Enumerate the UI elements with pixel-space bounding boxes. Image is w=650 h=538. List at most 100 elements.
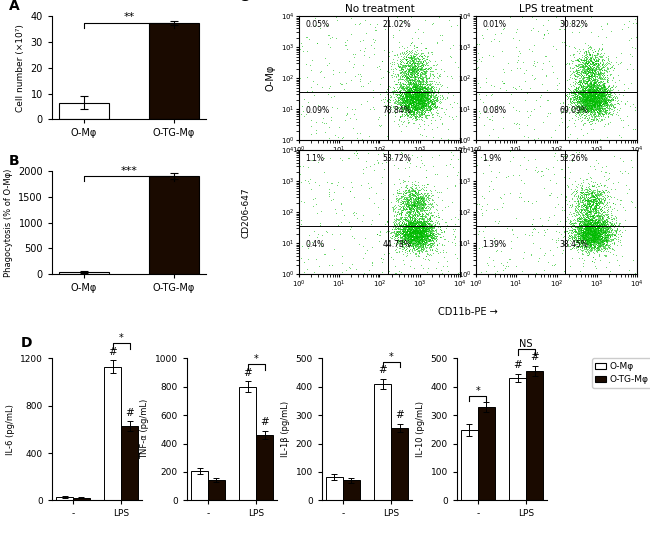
Point xyxy=(396,227,407,236)
Point xyxy=(393,61,404,70)
Point xyxy=(408,214,419,222)
Point xyxy=(573,200,584,209)
Point xyxy=(591,230,601,238)
Point xyxy=(591,203,601,212)
Point xyxy=(402,68,413,77)
Point xyxy=(586,88,596,97)
Point xyxy=(402,93,413,102)
Point xyxy=(584,225,594,233)
Point xyxy=(409,108,419,117)
Point xyxy=(350,147,361,155)
Point xyxy=(424,256,434,265)
Point xyxy=(584,208,595,216)
Point xyxy=(411,221,422,230)
Point xyxy=(412,107,423,116)
Point xyxy=(599,69,609,77)
Point xyxy=(402,230,412,238)
Point xyxy=(417,76,428,85)
Point xyxy=(413,95,423,103)
Point xyxy=(590,222,601,230)
Point xyxy=(405,97,415,106)
Point xyxy=(406,231,416,240)
Point xyxy=(573,103,583,111)
Point xyxy=(567,97,578,106)
Point xyxy=(401,225,411,233)
Point xyxy=(588,236,599,245)
Point xyxy=(427,100,437,108)
Point xyxy=(579,90,590,99)
Point xyxy=(595,194,605,203)
Point xyxy=(588,91,598,100)
Point xyxy=(434,77,444,86)
Point xyxy=(605,232,616,240)
Point xyxy=(409,87,419,95)
Point xyxy=(411,61,422,70)
Point xyxy=(608,238,619,247)
Point xyxy=(407,225,417,233)
Point xyxy=(586,92,597,101)
Point xyxy=(586,115,597,123)
Point xyxy=(583,107,593,115)
Point xyxy=(571,84,582,93)
Point xyxy=(587,73,597,82)
Point xyxy=(580,215,591,223)
Point xyxy=(408,93,419,101)
Point xyxy=(410,198,421,207)
Point xyxy=(599,233,609,242)
Point xyxy=(426,104,436,113)
Point xyxy=(408,80,419,89)
Point xyxy=(589,86,599,95)
Point xyxy=(592,221,602,230)
Point xyxy=(390,222,400,231)
Point xyxy=(415,109,426,117)
Point xyxy=(523,113,534,122)
Point xyxy=(595,231,605,240)
Point xyxy=(593,232,604,240)
Point xyxy=(595,232,605,240)
Point xyxy=(424,226,435,235)
Point xyxy=(412,226,423,235)
Point xyxy=(584,226,595,235)
Point xyxy=(583,226,593,235)
Point xyxy=(586,244,596,252)
Point xyxy=(585,242,595,250)
Point xyxy=(589,110,599,119)
Point xyxy=(584,187,594,196)
Point xyxy=(571,95,581,104)
Point xyxy=(411,217,422,225)
Point xyxy=(411,106,421,115)
Point xyxy=(590,195,601,203)
Point xyxy=(594,68,604,77)
Point xyxy=(604,91,614,100)
Point xyxy=(408,217,419,226)
Point xyxy=(405,227,415,236)
Point xyxy=(576,226,586,235)
Point xyxy=(545,109,556,118)
Point xyxy=(576,93,586,101)
Point xyxy=(403,232,413,241)
Point xyxy=(417,99,427,108)
Point xyxy=(400,228,410,236)
Point xyxy=(418,105,428,114)
Point xyxy=(406,91,417,100)
Point xyxy=(588,206,598,214)
Point xyxy=(422,90,433,99)
Point xyxy=(590,83,600,91)
Point xyxy=(419,223,429,231)
Point xyxy=(417,84,427,93)
Point xyxy=(604,237,614,245)
Point xyxy=(585,234,595,243)
Point xyxy=(585,93,595,102)
Point xyxy=(578,233,589,242)
Point xyxy=(419,94,430,102)
Point xyxy=(409,107,419,115)
Point xyxy=(415,91,426,100)
Point xyxy=(579,234,590,243)
Point xyxy=(401,101,411,110)
Point xyxy=(397,88,408,97)
Point xyxy=(583,225,593,233)
Point xyxy=(411,65,421,74)
Point xyxy=(414,89,424,98)
Point xyxy=(589,100,599,109)
Point xyxy=(582,104,593,112)
